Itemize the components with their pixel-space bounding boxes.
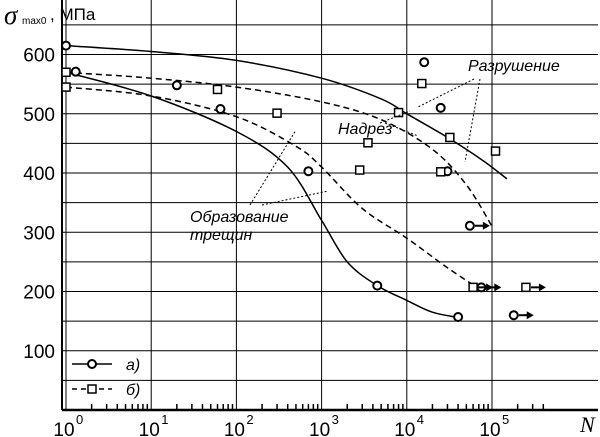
solid-curve	[65, 71, 463, 319]
y-axis-unit: , МПа	[50, 5, 96, 24]
x-tick-label: 10	[224, 420, 245, 437]
runout-arrowhead	[486, 283, 494, 292]
runout-arrowhead	[538, 283, 546, 292]
x-axis-label: N	[579, 412, 596, 437]
leader-line	[464, 78, 481, 163]
x-tick-exponent: 4	[417, 412, 424, 427]
circle-point	[303, 166, 314, 177]
circle-point	[508, 310, 519, 321]
leader-line	[261, 190, 329, 206]
square-point	[468, 282, 478, 293]
dashed-curve	[65, 71, 493, 227]
x-tick-label: 10	[479, 420, 500, 437]
label-crack-initiation: трещин	[190, 227, 252, 244]
circle-point	[453, 311, 464, 322]
y-tick-label: 200	[23, 283, 55, 304]
x-tick-label: 10	[309, 420, 330, 437]
label-notch: Надрез	[338, 121, 392, 138]
y-axis-subscript: max0	[22, 16, 47, 27]
legend-circle	[87, 359, 97, 369]
y-tick-label: 400	[23, 164, 55, 185]
square-point	[61, 67, 71, 78]
runout-arrowhead	[526, 311, 534, 320]
label-crack-initiation: Образование	[190, 209, 289, 226]
runout-arrowhead	[482, 221, 490, 230]
square-point	[435, 167, 446, 177]
y-axis-title: σ max0 , МПа	[4, 0, 96, 30]
circle-point	[419, 57, 430, 68]
x-tick-exponent: 1	[161, 412, 168, 427]
circle-point	[70, 66, 81, 77]
legend: а) б)	[72, 357, 140, 399]
x-tick-exponent: 3	[332, 412, 339, 427]
square-point	[521, 282, 531, 293]
fitted-curves	[65, 44, 508, 319]
y-tick-label: 300	[23, 223, 55, 244]
y-tick-label: 500	[23, 105, 55, 126]
square-point	[272, 108, 282, 118]
square-point	[354, 165, 365, 175]
leader-line	[384, 122, 419, 137]
runout-arrowhead	[494, 283, 502, 292]
square-point	[212, 84, 223, 95]
circle-point	[215, 104, 226, 115]
leader-line	[379, 110, 411, 124]
legend-label: а)	[126, 357, 140, 374]
square-point	[445, 132, 455, 143]
circle-point	[171, 80, 182, 91]
x-tick-label: 10	[53, 420, 74, 437]
data-points	[61, 40, 546, 322]
square-point	[490, 146, 501, 156]
x-tick-label: 10	[394, 420, 415, 437]
square-point	[61, 82, 71, 92]
circle-point	[435, 102, 446, 113]
circle-point	[372, 280, 383, 291]
y-axis-symbol: σ	[4, 0, 19, 30]
solid-curve	[65, 44, 508, 180]
legend-label: б)	[126, 382, 140, 399]
grid	[61, 0, 598, 412]
x-tick-label: 10	[139, 420, 160, 437]
legend-square	[87, 384, 97, 394]
square-point	[417, 78, 427, 89]
y-tick-label: 600	[23, 46, 55, 67]
leader-line	[417, 78, 475, 108]
circle-point	[61, 40, 71, 51]
leader-line	[249, 129, 297, 206]
x-tick-exponent: 2	[246, 412, 253, 427]
y-tick-label: 100	[23, 342, 55, 363]
x-tick-exponent: 0	[76, 412, 83, 427]
label-fracture: Разрушение	[468, 58, 560, 75]
square-point	[363, 138, 373, 148]
x-tick-exponent: 5	[502, 412, 509, 427]
circle-point	[464, 220, 475, 231]
square-point	[393, 107, 404, 118]
